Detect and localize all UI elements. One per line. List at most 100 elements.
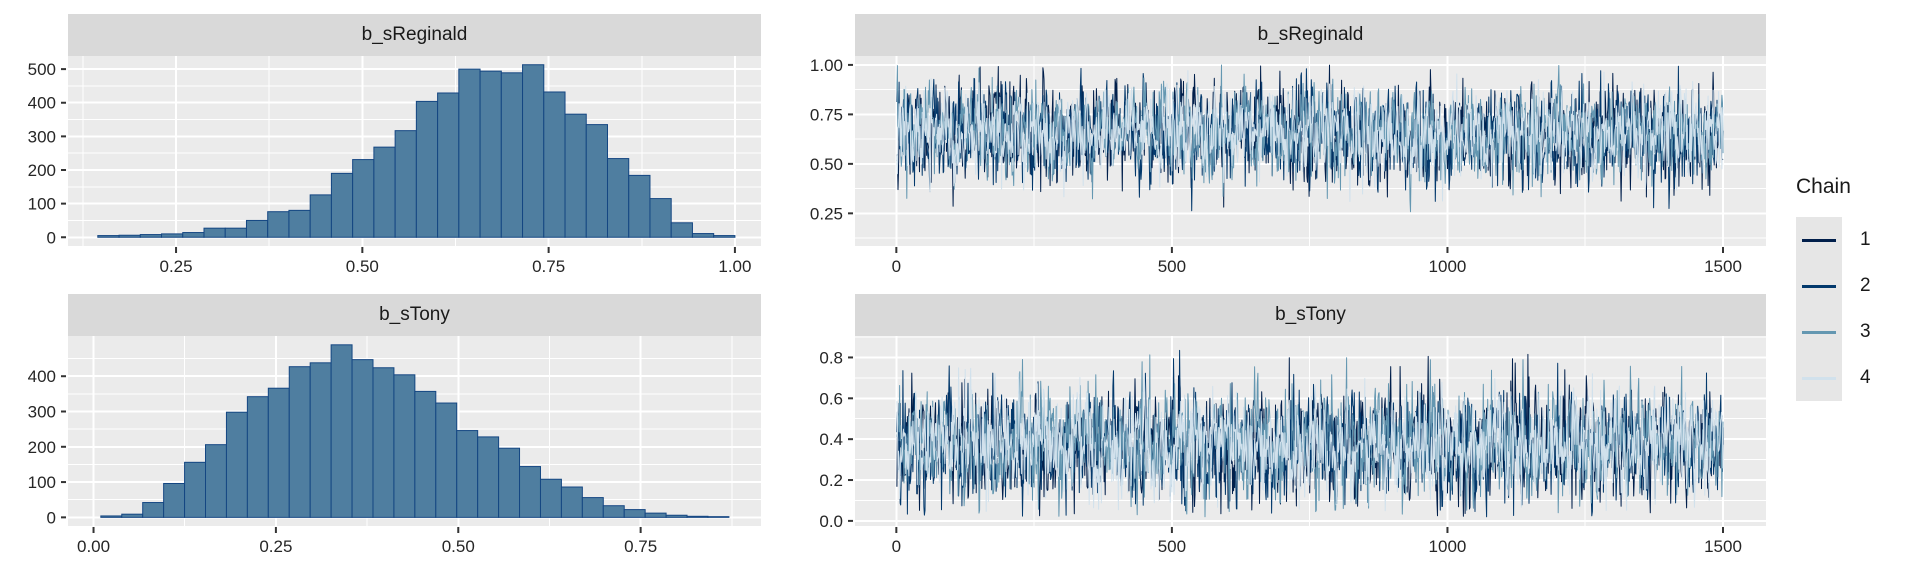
x-tick-label: 1.00 — [718, 257, 751, 276]
legend-entry-chain-2: 2 — [1796, 263, 1871, 309]
histogram-bar — [585, 124, 608, 238]
chain-line-icon — [1802, 284, 1836, 288]
plot-hist-b_sReginald: b_sReginald 0 100 200 300 400 500 0.25 0.50 0.75… — [6, 14, 761, 282]
x-tick-label: 500 — [1158, 537, 1186, 556]
histogram-bar — [288, 366, 311, 518]
histogram-bar — [205, 444, 227, 518]
y-tick-label: 0.2 — [819, 471, 843, 490]
histogram-bar — [414, 390, 437, 518]
histogram-bar — [224, 227, 247, 238]
histogram-bar — [267, 211, 290, 238]
chain-line-icon — [1802, 238, 1836, 242]
histogram-bar — [691, 233, 715, 238]
y-tick-label: 0.0 — [819, 512, 843, 531]
histogram-bar — [288, 209, 311, 238]
legend-key-swatch — [1796, 355, 1842, 401]
x-tick-label: 0.25 — [259, 537, 292, 556]
histogram-bar — [539, 478, 562, 518]
x-tick-label: 0 — [892, 537, 901, 556]
legend-key-swatch — [1796, 263, 1842, 309]
y-tick-label: 0.25 — [810, 204, 843, 223]
histogram-b_sReginald-canvas: 0 100 200 300 400 500 0.25 0.50 0.75 1.00 — [28, 56, 761, 276]
histogram-bar — [161, 233, 184, 238]
plot-hist-b_sTony: b_sTony 0 100 200 300 400 0.00 0.25 0.50 0.75 — [6, 294, 761, 562]
histogram-bar — [670, 222, 693, 238]
histogram-bar — [203, 227, 226, 238]
histogram-bar — [522, 64, 545, 238]
histogram-bar — [477, 436, 500, 518]
histogram-bar — [267, 387, 290, 518]
histogram-bar — [686, 515, 709, 518]
y-tick-label: 100 — [28, 195, 56, 214]
x-tick-label: 0.25 — [160, 257, 193, 276]
histogram-bar — [97, 235, 120, 238]
y-tick-label: 0.8 — [819, 348, 843, 367]
plot-trace-b_sTony: b_sTony 0.0 0.2 0.4 0.6 0.8 0 500 1000 1500 — [791, 294, 1766, 562]
y-tick-label: 100 — [28, 473, 56, 492]
histogram-bar — [163, 482, 186, 518]
legend-entry-label: 2 — [1860, 275, 1871, 296]
histogram-bar — [373, 146, 396, 238]
histogram-bar — [394, 130, 417, 238]
histogram-column: b_sReginald 0 100 200 300 400 500 0.25 0.50 0.75… — [6, 14, 761, 562]
x-tick-label: 0.00 — [77, 537, 110, 556]
traceplot-column: b_sReginald 0.25 0.50 0.75 1.00 0 500 1000 1500… — [791, 14, 1766, 562]
histogram-bar — [142, 502, 165, 518]
histogram-bar — [330, 172, 354, 238]
histogram-bar — [649, 198, 672, 238]
y-tick-label: 200 — [28, 161, 56, 180]
facet-strip: b_sTony — [68, 294, 761, 336]
histogram-bar — [246, 396, 269, 518]
histogram-bar — [498, 447, 521, 518]
legend-entry-chain-4: 4 — [1796, 355, 1871, 401]
histogram-bar — [118, 234, 141, 238]
histogram-bar — [644, 512, 667, 518]
histogram-bar — [435, 402, 458, 518]
y-tick-label: 1.00 — [810, 56, 843, 75]
histogram-bar — [352, 159, 375, 238]
x-tick-label: 0.75 — [532, 257, 565, 276]
legend-entry-chain-1: 1 — [1796, 217, 1871, 263]
y-tick-label: 0.4 — [819, 430, 843, 449]
histogram-bar — [309, 362, 332, 518]
histogram-bar — [437, 92, 460, 238]
y-tick-label: 0 — [47, 508, 56, 527]
x-tick-label: 1500 — [1704, 537, 1742, 556]
chain-legend: Chain 1 2 3 4 — [1794, 14, 1920, 562]
legend-entry-label: 1 — [1860, 229, 1871, 250]
trace-line-chain-4 — [896, 367, 1724, 512]
histogram-bar — [225, 411, 248, 518]
histogram-bar — [456, 430, 479, 518]
x-tick-label: 1000 — [1429, 257, 1467, 276]
y-tick-label: 0.75 — [810, 105, 843, 124]
histogram-bar — [245, 219, 269, 238]
y-tick-label: 400 — [28, 367, 56, 386]
histogram-bar — [519, 466, 541, 518]
y-tick-label: 0 — [47, 228, 56, 247]
histogram-bar — [602, 505, 625, 518]
chain-line-icon — [1802, 376, 1836, 380]
y-tick-label: 300 — [28, 127, 56, 146]
x-tick-label: 0.50 — [346, 257, 379, 276]
trace-b_sTony-canvas: 0.0 0.2 0.4 0.6 0.8 0 500 1000 1500 — [819, 336, 1766, 556]
y-tick-label: 300 — [28, 403, 56, 422]
x-tick-label: 0 — [892, 257, 901, 276]
legend-keys: 1 2 3 4 — [1796, 217, 1871, 401]
histogram-bar — [560, 486, 583, 518]
y-tick-label: 400 — [28, 94, 56, 113]
facet-strip: b_sReginald — [68, 14, 761, 56]
plot-trace-b_sReginald: b_sReginald 0.25 0.50 0.75 1.00 0 500 1000 1500 — [791, 14, 1766, 282]
y-tick-label: 0.50 — [810, 155, 843, 174]
histogram-bar — [415, 100, 439, 238]
trace-line-chain-4 — [896, 70, 1724, 202]
histogram-bar — [309, 194, 332, 238]
trace-line-chain-3 — [896, 64, 1724, 213]
histogram-bar — [182, 232, 205, 238]
histogram-b_sTony-canvas: 0 100 200 300 400 0.00 0.25 0.50 0.75 — [28, 336, 761, 556]
histogram-bar — [458, 68, 481, 238]
histogram-bar — [713, 235, 736, 238]
histogram-bar — [479, 70, 502, 238]
facet-strip: b_sTony — [855, 294, 1766, 336]
x-tick-label: 0.50 — [442, 537, 475, 556]
